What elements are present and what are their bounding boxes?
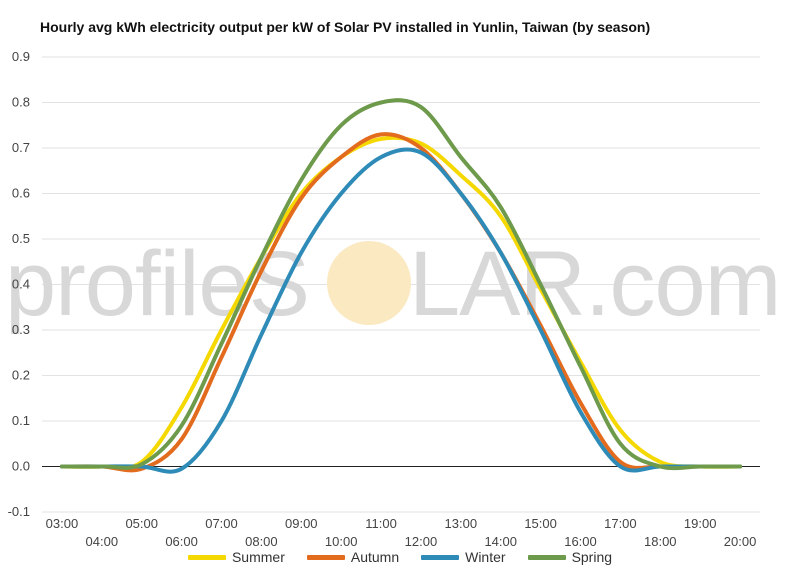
y-axis: -0.1 0.0 0.1 0.2 0.3 0.4 0.5 0.6 0.7 0.8 0.9 (8, 49, 30, 519)
x-axis: 03:00 04:00 05:00 06:00 07:00 08:00 09:00 10:00… (46, 516, 757, 549)
watermark-sun-icon (327, 241, 411, 325)
x-tick-label: 10:00 (325, 534, 358, 549)
x-tick-label: 06:00 (165, 534, 198, 549)
legend-swatch (421, 554, 460, 560)
watermark-text-left: profileS (5, 233, 309, 335)
x-tick-label: 11:00 (365, 516, 397, 531)
y-tick-label: -0.1 (8, 504, 30, 519)
chart-title: Hourly avg kWh electricity output per kW… (40, 19, 651, 35)
x-tick-label: 15:00 (524, 516, 557, 531)
y-tick-label: 0.6 (12, 186, 30, 201)
x-tick-label: 07:00 (205, 516, 238, 531)
x-tick-label: 20:00 (724, 534, 757, 549)
x-tick-label: 14:00 (484, 534, 517, 549)
x-tick-label: 18:00 (644, 534, 677, 549)
y-tick-label: 0.4 (12, 277, 30, 292)
legend-item-summer[interactable]: Summer (187, 549, 285, 565)
x-tick-label: 16:00 (564, 534, 597, 549)
x-tick-label: 17:00 (604, 516, 637, 531)
legend-item-autumn[interactable]: Autumn (306, 549, 400, 565)
x-tick-label: 13:00 (445, 516, 478, 531)
series-line-autumn (59, 132, 743, 473)
x-tick-label: 19:00 (684, 516, 717, 531)
series-lines (59, 98, 743, 474)
legend: Summer Autumn Winter Spring (0, 549, 800, 565)
x-tick-label: 12:00 (405, 534, 438, 549)
y-tick-label: 0.5 (12, 231, 30, 246)
legend-label: Spring (571, 549, 613, 565)
x-tick-label: 08:00 (245, 534, 278, 549)
x-tick-label: 03:00 (46, 516, 79, 531)
y-tick-label: 0.2 (12, 368, 30, 383)
y-tick-label: 0.1 (12, 413, 30, 428)
legend-label: Autumn (350, 549, 400, 565)
y-tick-label: 0.0 (12, 459, 30, 474)
legend-item-spring[interactable]: Spring (527, 549, 613, 565)
x-tick-label: 09:00 (285, 516, 318, 531)
legend-swatch (187, 554, 226, 560)
y-tick-label: 0.8 (12, 95, 30, 110)
series-line-spring (59, 98, 743, 471)
legend-label: Winter (465, 549, 506, 565)
y-tick-label: 0.3 (12, 322, 30, 337)
legend-swatch (306, 554, 345, 560)
watermark: profileS LAR.com (5, 233, 781, 335)
series-line-winter (59, 147, 743, 474)
legend-item-winter[interactable]: Winter (421, 549, 506, 565)
y-tick-label: 0.9 (12, 49, 30, 64)
x-tick-label: 04:00 (86, 534, 119, 549)
x-tick-label: 05:00 (125, 516, 158, 531)
legend-swatch (527, 554, 566, 560)
watermark-text-right: LAR.com (409, 233, 780, 335)
legend-label: Summer (231, 549, 285, 565)
y-tick-label: 0.7 (12, 140, 30, 155)
